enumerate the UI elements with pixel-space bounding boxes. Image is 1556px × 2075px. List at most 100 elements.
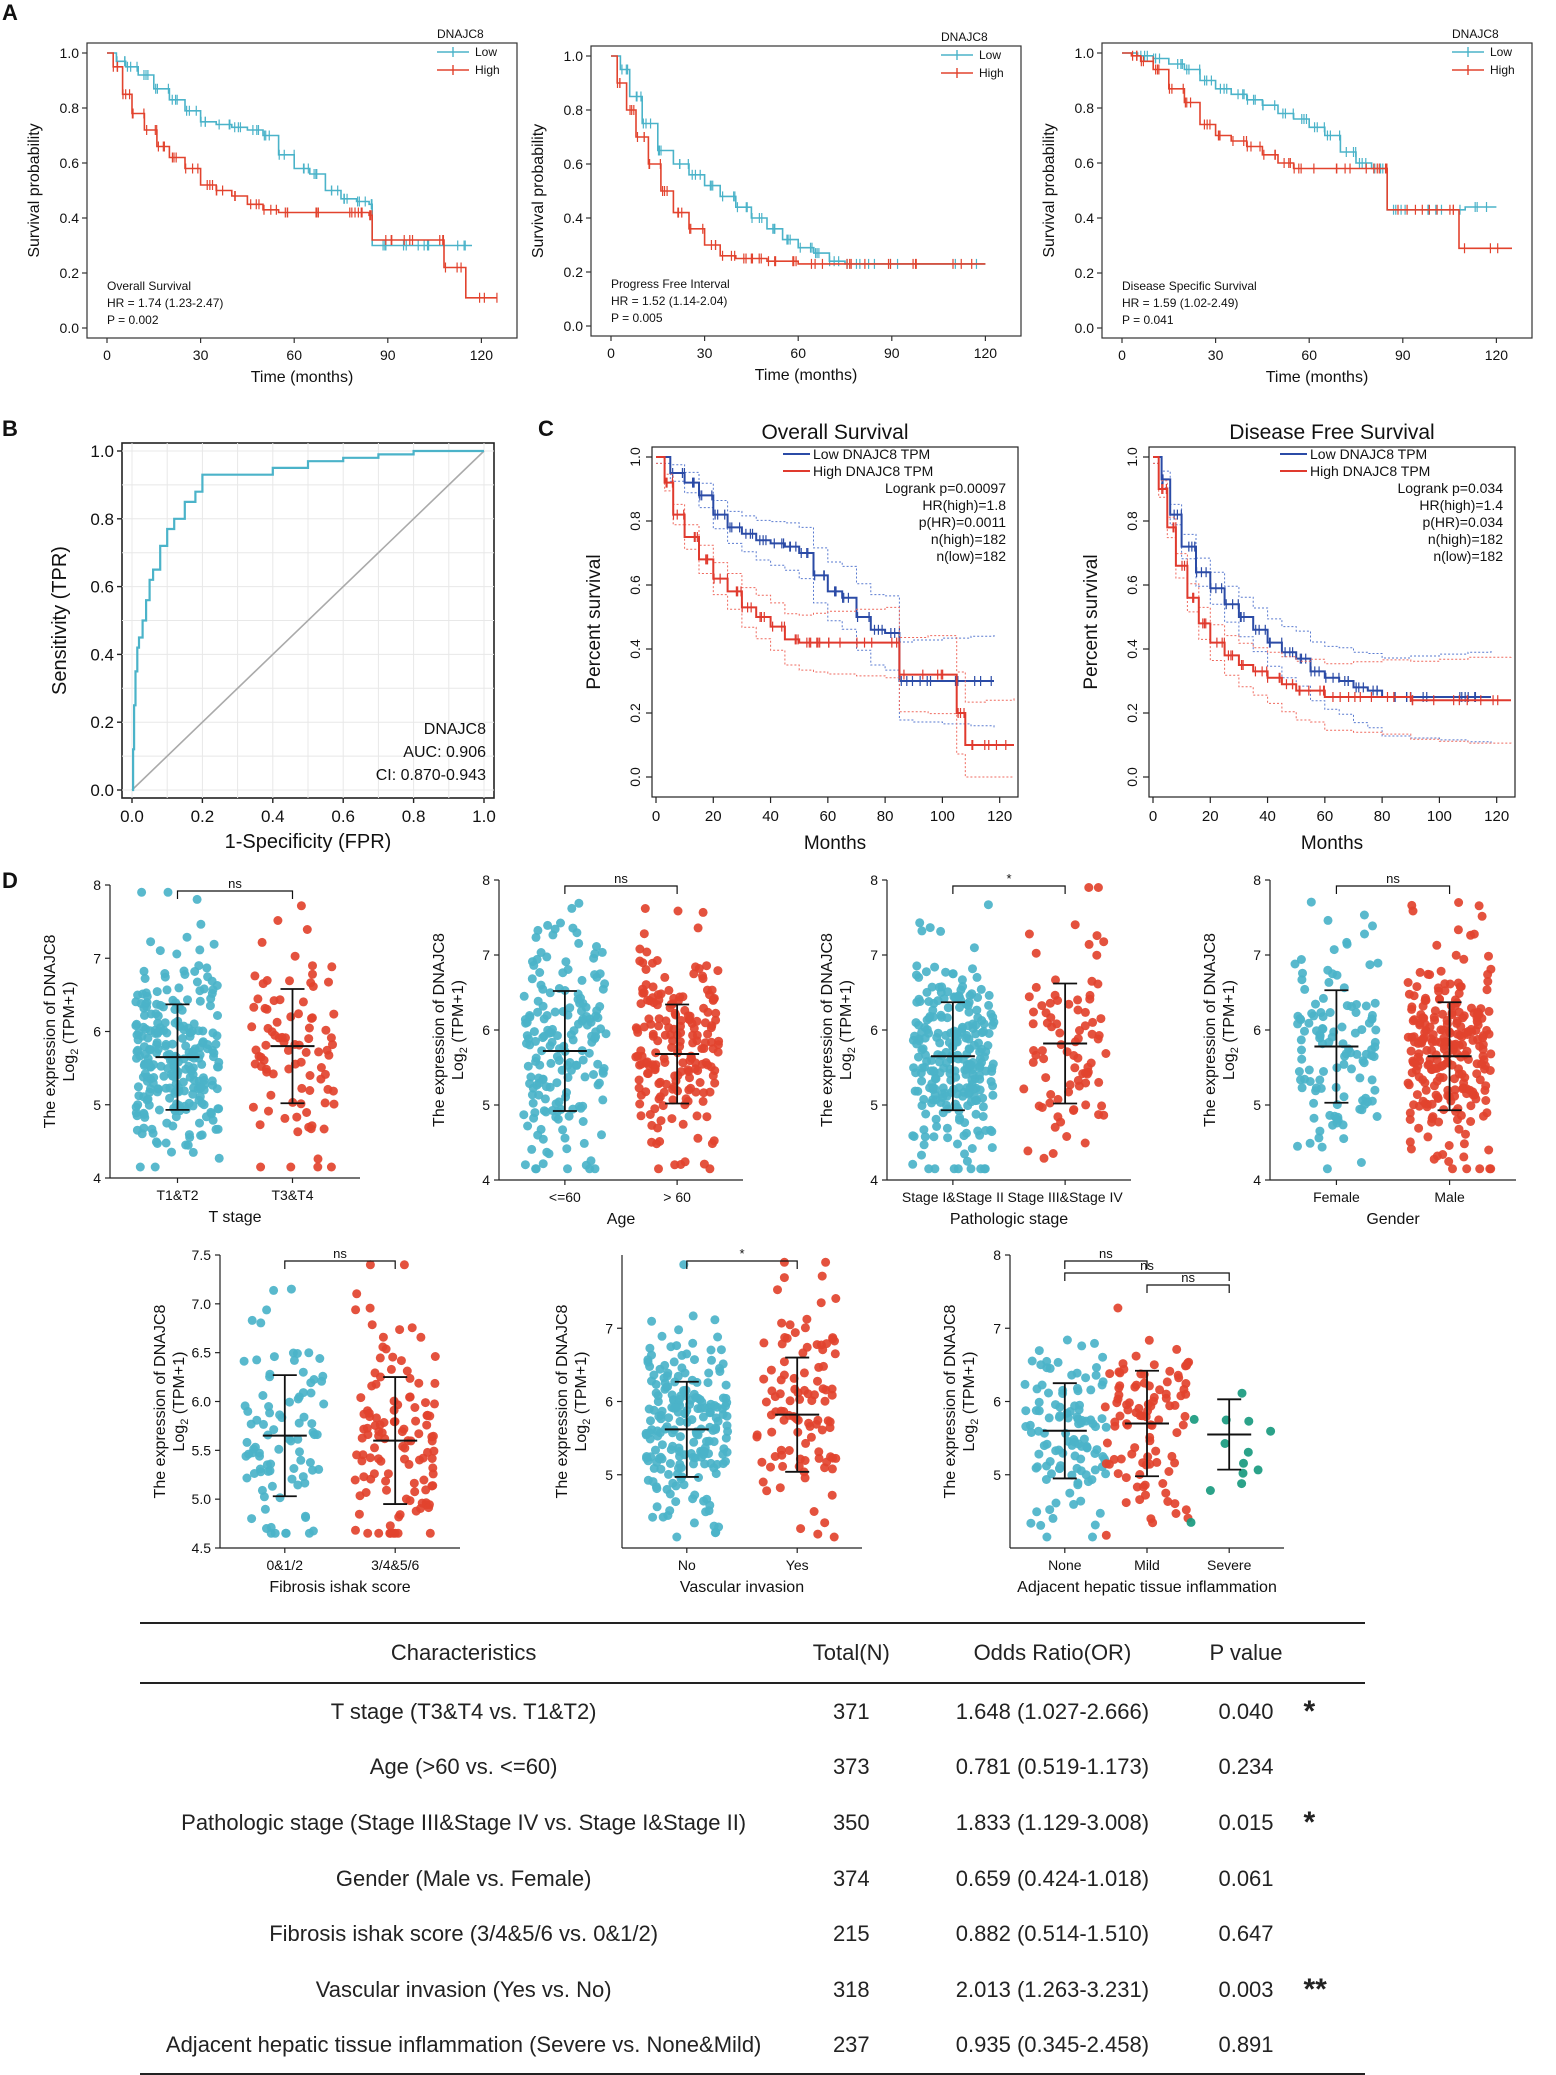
- cell-odds-ratio: 0.659 (0.424-1.018): [955, 1865, 1150, 1891]
- data-point: [971, 1109, 981, 1119]
- data-point: [1135, 1470, 1145, 1479]
- data-point: [639, 1022, 649, 1032]
- data-point: [664, 985, 674, 995]
- data-point: [816, 1298, 826, 1308]
- data-point: [1405, 1115, 1415, 1124]
- data-point: [529, 1027, 539, 1037]
- data-point: [419, 1475, 429, 1485]
- y-tick-label: 0.4: [1124, 639, 1140, 659]
- data-point: [669, 993, 679, 1003]
- data-point: [318, 1371, 328, 1381]
- data-point: [535, 968, 545, 977]
- data-point: [647, 1316, 657, 1326]
- x-tick-label: 0.8: [402, 807, 426, 826]
- y-sublabel-subscript: 2: [969, 1419, 981, 1425]
- data-point: [195, 1092, 205, 1102]
- data-point: [545, 1041, 555, 1051]
- data-point: [542, 1011, 552, 1020]
- km-annotation: Overall Survival: [107, 279, 191, 293]
- data-point: [532, 1080, 542, 1090]
- data-point: [826, 1452, 835, 1462]
- data-point: [1101, 1459, 1111, 1469]
- data-point: [676, 1067, 686, 1077]
- data-point: [574, 938, 584, 948]
- data-point: [214, 1104, 224, 1114]
- data-point: [590, 1034, 600, 1044]
- data-point: [963, 1101, 973, 1111]
- data-point: [214, 1153, 224, 1163]
- data-point: [1405, 1108, 1415, 1118]
- data-point: [1056, 1040, 1066, 1050]
- y-tick-label: 0.2: [60, 265, 80, 281]
- y-tick-label: 0.2: [1075, 265, 1095, 281]
- legend-label-high: High: [979, 66, 1004, 80]
- significance-label: ns: [333, 1246, 347, 1261]
- data-point: [713, 1040, 723, 1050]
- data-point: [326, 1033, 336, 1043]
- data-point: [908, 1159, 918, 1169]
- data-point: [1152, 1457, 1162, 1467]
- data-point: [930, 1164, 940, 1174]
- data-point: [800, 1473, 810, 1483]
- data-point: [651, 1048, 661, 1058]
- data-point: [1026, 1428, 1036, 1437]
- data-point: [987, 1127, 997, 1137]
- data-point: [657, 1440, 667, 1450]
- data-point: [577, 1016, 587, 1026]
- data-point: [1418, 1075, 1428, 1085]
- data-point: [1090, 1520, 1100, 1530]
- significance-bracket: [284, 1260, 396, 1269]
- data-point: [306, 1388, 316, 1398]
- table-header-row: Characteristics Total(N) Odds Ratio(OR) …: [140, 1623, 1365, 1683]
- data-point: [1435, 994, 1444, 1004]
- x-tick-label: 80: [1374, 808, 1391, 825]
- data-point: [172, 1099, 181, 1109]
- y-tick-label: 6: [93, 1024, 101, 1040]
- data-point: [784, 1446, 794, 1455]
- data-point: [1073, 995, 1083, 1005]
- data-point: [1065, 1080, 1075, 1090]
- data-point: [966, 1060, 976, 1070]
- data-point: [1450, 1085, 1460, 1095]
- data-point: [1318, 993, 1328, 1003]
- x-axis-label: Time (months): [1266, 369, 1369, 386]
- data-point: [1440, 986, 1450, 996]
- x-tick-label: Male: [1434, 1189, 1465, 1205]
- data-point: [405, 1373, 415, 1383]
- significance-bracket: [564, 885, 678, 894]
- data-point: [785, 1320, 795, 1330]
- data-point: [645, 1428, 655, 1438]
- data-point: [817, 1425, 827, 1435]
- data-point: [964, 1007, 974, 1017]
- data-point: [702, 1494, 712, 1504]
- data-point: [1483, 977, 1493, 986]
- data-point: [1081, 1078, 1091, 1088]
- data-point: [673, 1371, 683, 1381]
- data-point: [286, 1162, 296, 1172]
- data-point: [593, 1013, 603, 1023]
- data-point: [1408, 1016, 1418, 1026]
- data-point: [1339, 1059, 1349, 1069]
- data-point: [242, 1437, 252, 1447]
- data-point: [356, 1393, 366, 1403]
- data-point: [636, 999, 646, 1009]
- data-point: [304, 1122, 314, 1132]
- data-point: [1130, 1443, 1140, 1453]
- data-point: [1429, 1154, 1439, 1164]
- data-point: [806, 1432, 816, 1442]
- data-point: [545, 988, 555, 998]
- data-point: [551, 1099, 561, 1109]
- y-tick-label: 1.0: [1124, 447, 1140, 467]
- y-tick-label: 6.5: [192, 1345, 212, 1361]
- data-point: [365, 1260, 375, 1270]
- data-point: [929, 1132, 939, 1142]
- data-point: [653, 1391, 663, 1401]
- data-point: [943, 1133, 953, 1143]
- data-point: [1451, 1107, 1461, 1116]
- data-point: [707, 985, 717, 995]
- data-point: [1053, 996, 1063, 1005]
- data-point: [677, 1363, 687, 1373]
- data-point: [958, 1022, 967, 1032]
- table-row: T stage (T3&T4 vs. T1&T2) 371 1.648 (1.027…: [140, 1683, 1365, 1740]
- data-point: [709, 1463, 719, 1473]
